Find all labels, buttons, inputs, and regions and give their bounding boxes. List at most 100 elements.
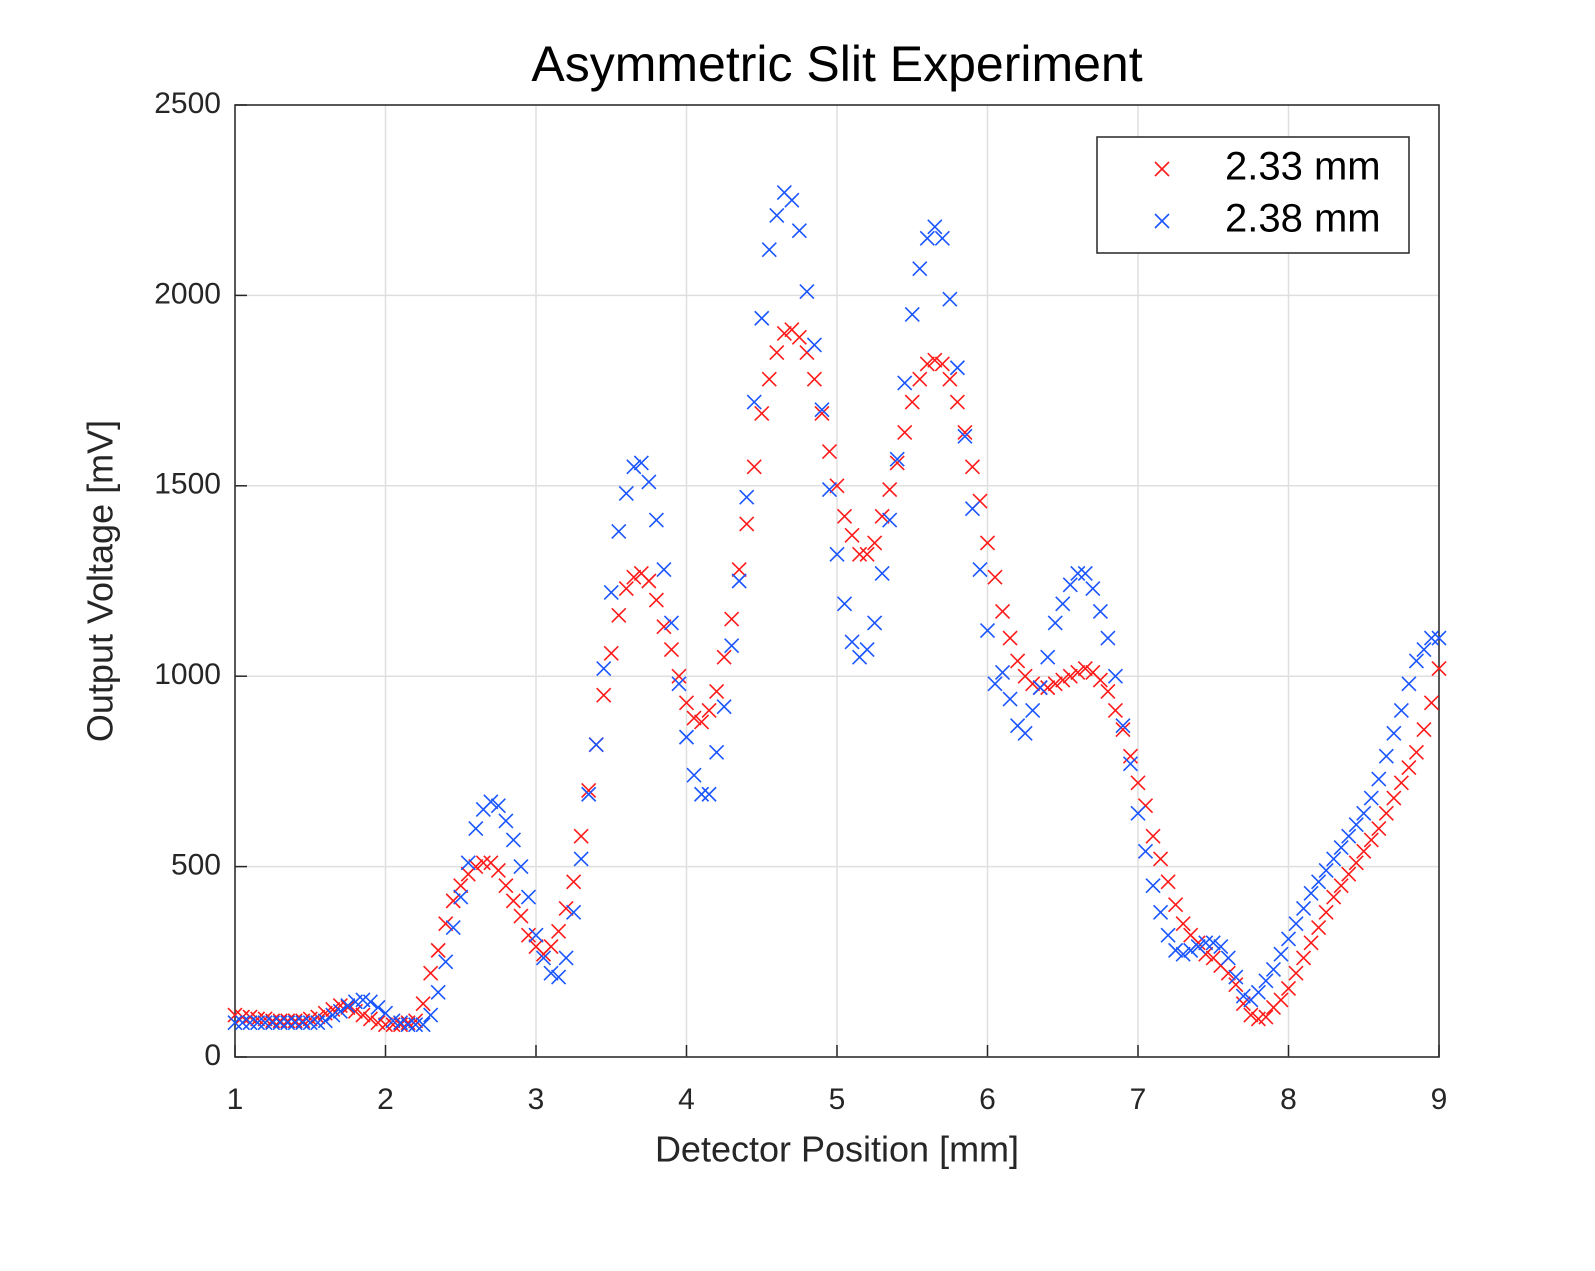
marker xyxy=(1393,775,1409,791)
marker xyxy=(663,641,680,658)
marker xyxy=(566,904,582,920)
marker xyxy=(1160,874,1176,890)
marker xyxy=(551,969,567,985)
marker xyxy=(1431,661,1447,677)
marker xyxy=(1160,927,1176,943)
marker xyxy=(1100,683,1116,699)
marker xyxy=(1423,630,1440,646)
marker xyxy=(1303,885,1319,901)
marker xyxy=(897,424,913,441)
legend-box xyxy=(1096,136,1410,254)
y-axis-label: Output Voltage [mV] xyxy=(80,420,121,742)
y-tick-label: 1000 xyxy=(154,658,221,691)
marker xyxy=(919,356,935,372)
marker xyxy=(927,219,943,235)
marker xyxy=(987,676,1003,692)
marker xyxy=(445,893,461,909)
marker xyxy=(566,874,582,890)
marker xyxy=(746,394,762,410)
marker xyxy=(739,489,755,505)
marker xyxy=(1047,615,1063,631)
marker xyxy=(957,424,973,441)
marker xyxy=(558,900,574,917)
marker xyxy=(483,794,499,810)
marker xyxy=(693,714,710,730)
marker xyxy=(784,192,800,208)
marker xyxy=(468,859,484,875)
marker xyxy=(603,645,619,661)
marker xyxy=(678,695,695,711)
x-tick-label: 7 xyxy=(1130,1083,1147,1116)
marker xyxy=(408,1017,424,1033)
marker xyxy=(709,683,725,699)
marker xyxy=(731,573,747,589)
marker xyxy=(754,310,770,326)
marker xyxy=(1198,935,1214,951)
marker xyxy=(1145,878,1161,894)
marker xyxy=(355,1007,371,1023)
marker xyxy=(806,337,822,353)
marker xyxy=(573,828,589,844)
marker xyxy=(1393,702,1409,719)
marker xyxy=(505,893,521,909)
marker xyxy=(513,859,529,875)
marker xyxy=(701,786,717,802)
marker xyxy=(1115,718,1131,734)
marker xyxy=(678,729,695,745)
marker xyxy=(1341,828,1357,844)
marker xyxy=(671,676,687,692)
marker xyxy=(919,230,935,246)
marker xyxy=(551,923,567,939)
marker xyxy=(716,699,732,715)
marker xyxy=(626,569,642,585)
marker xyxy=(761,371,777,387)
marker xyxy=(754,405,770,422)
marker xyxy=(1145,828,1161,844)
y-tick-label: 2000 xyxy=(154,277,221,310)
marker xyxy=(829,478,845,494)
marker xyxy=(656,562,672,578)
x-tick-label: 6 xyxy=(979,1083,996,1116)
marker xyxy=(686,710,702,726)
marker xyxy=(1040,680,1056,696)
marker xyxy=(964,459,981,475)
marker xyxy=(1295,950,1312,966)
marker xyxy=(739,516,755,532)
marker xyxy=(370,999,386,1016)
marker xyxy=(964,501,981,517)
marker xyxy=(400,1017,416,1033)
marker xyxy=(1153,851,1169,867)
marker xyxy=(1273,992,1289,1008)
marker xyxy=(1258,973,1274,989)
marker xyxy=(1378,748,1394,764)
marker xyxy=(1168,897,1184,913)
x-tick-label: 4 xyxy=(678,1083,695,1116)
marker xyxy=(867,615,883,631)
marker xyxy=(250,1011,266,1027)
marker xyxy=(1055,596,1071,612)
marker xyxy=(626,459,642,475)
marker xyxy=(558,950,574,966)
marker xyxy=(1371,771,1387,787)
marker xyxy=(1326,851,1342,867)
marker xyxy=(1371,820,1387,837)
marker xyxy=(430,942,446,958)
marker xyxy=(1137,843,1154,859)
marker xyxy=(724,638,740,654)
marker xyxy=(882,482,898,498)
marker xyxy=(867,535,883,551)
marker xyxy=(912,371,928,387)
marker xyxy=(1295,900,1312,917)
marker xyxy=(1228,977,1244,993)
marker xyxy=(1318,904,1334,920)
marker xyxy=(987,569,1003,585)
marker xyxy=(1401,676,1417,692)
marker xyxy=(505,832,521,848)
marker xyxy=(1213,939,1229,955)
marker xyxy=(1092,603,1108,620)
marker xyxy=(889,455,905,471)
marker xyxy=(633,455,649,471)
marker xyxy=(994,664,1011,680)
marker xyxy=(1363,790,1379,806)
marker xyxy=(543,939,559,955)
